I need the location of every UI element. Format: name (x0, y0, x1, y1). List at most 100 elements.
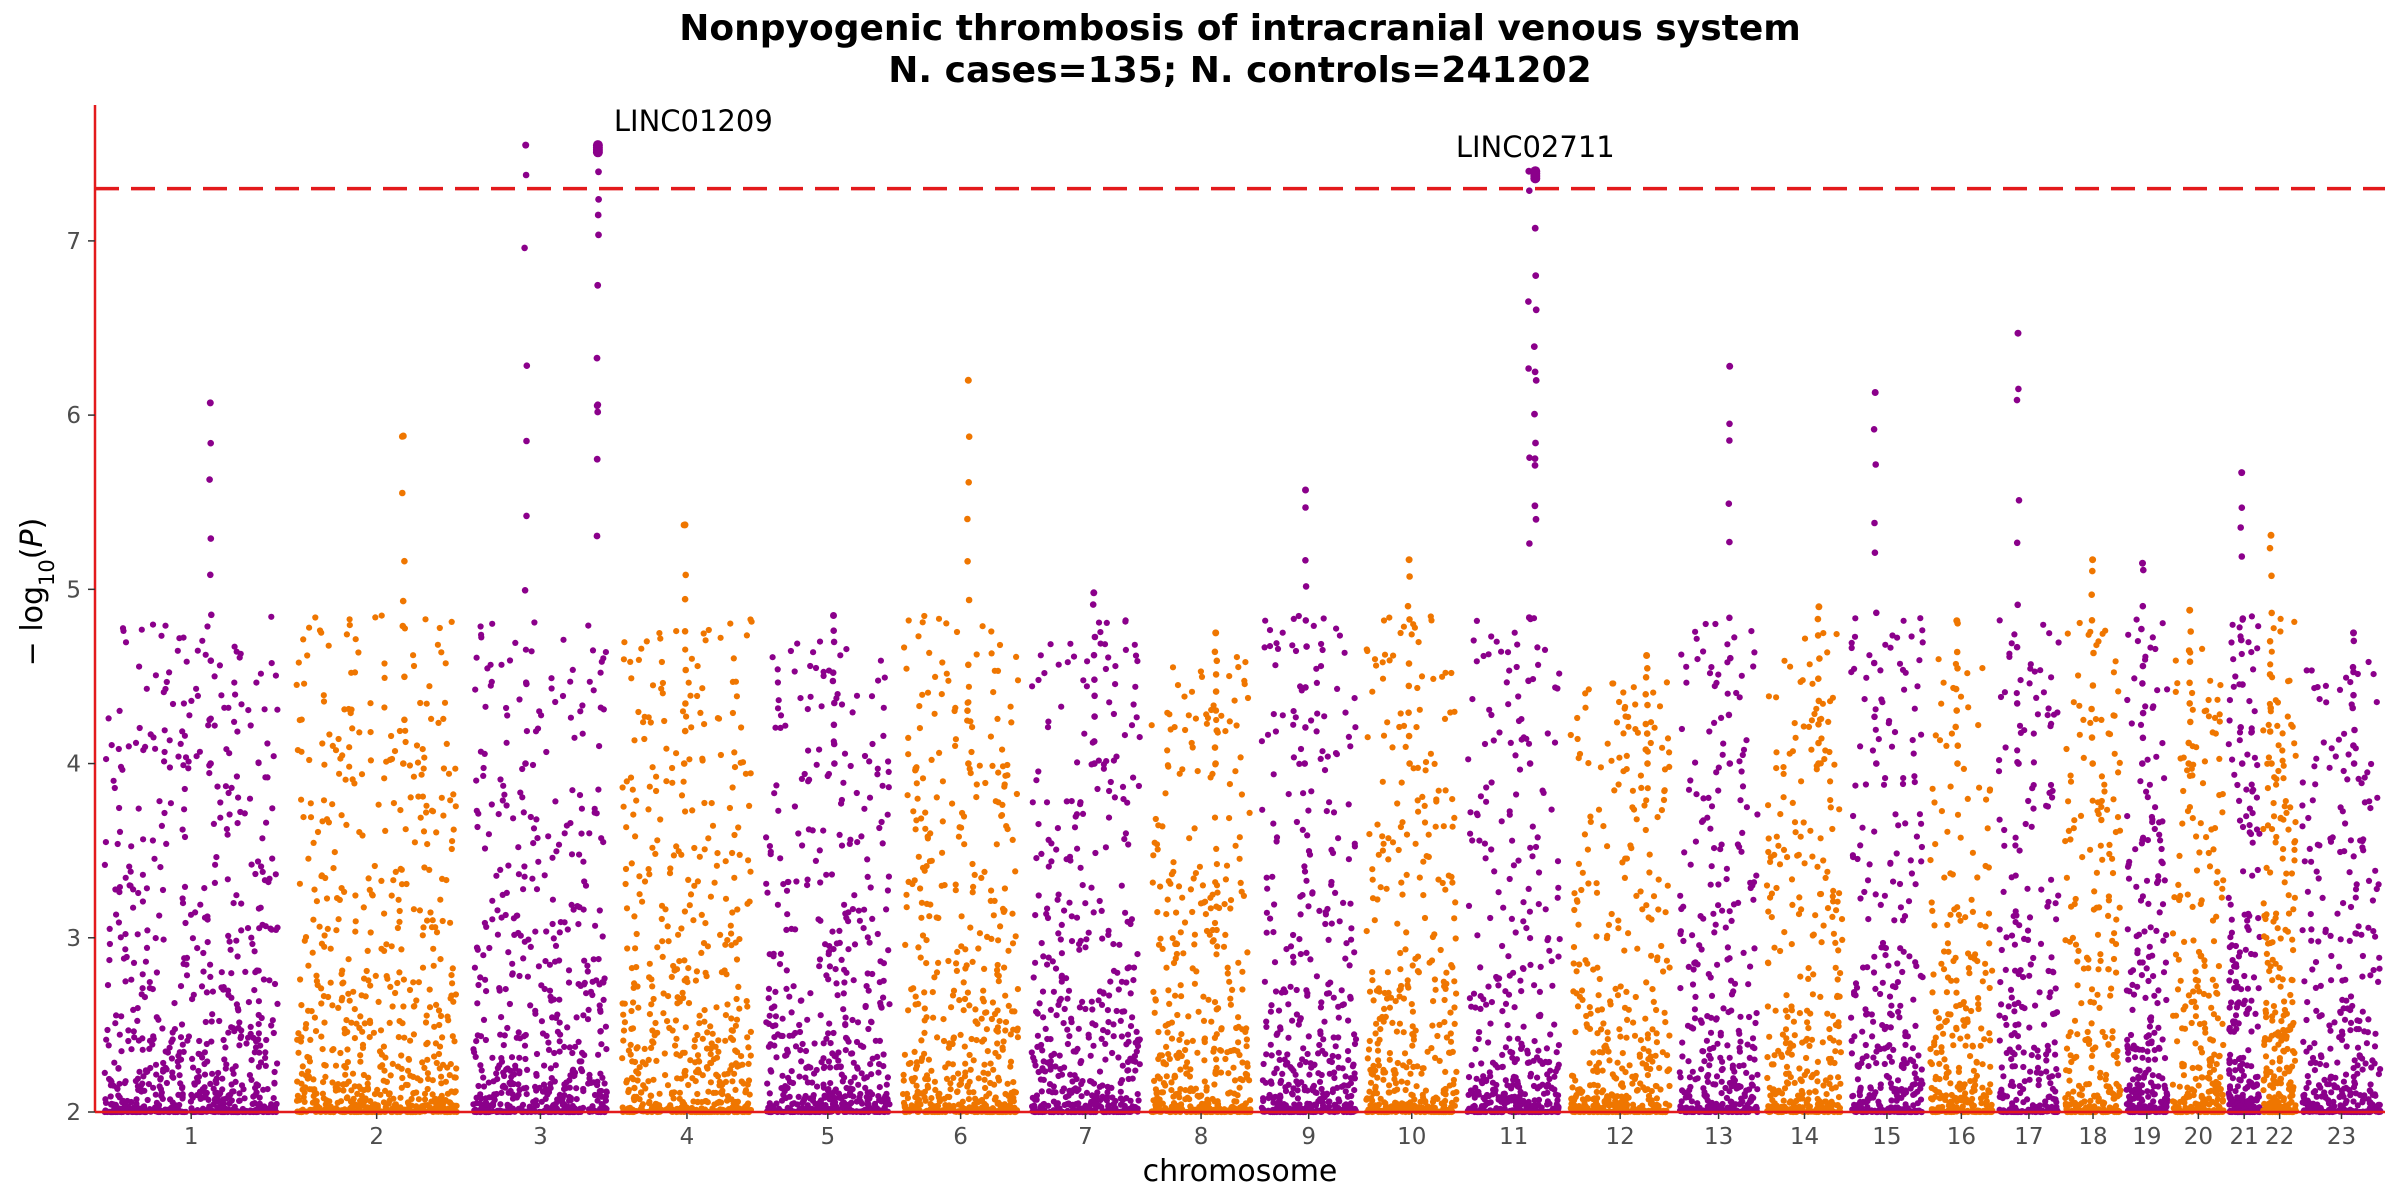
snp-point (1202, 911, 1209, 918)
snp-point (493, 1070, 500, 1077)
snp-point (816, 638, 824, 645)
snp-point (146, 1045, 153, 1052)
snp-point (1080, 677, 1087, 684)
snp-point (1040, 1058, 1047, 1065)
snp-point (1098, 907, 1105, 915)
snp-point (139, 871, 146, 878)
snp-point (1058, 972, 1065, 979)
snp-point (254, 1082, 262, 1089)
snp-point (450, 791, 457, 798)
snp-point (586, 678, 593, 685)
snp-point (245, 707, 252, 714)
snp-point (533, 886, 541, 893)
snp-point (501, 1032, 508, 1039)
snp-point (305, 1007, 312, 1014)
snp-point (1102, 665, 1109, 673)
snp-point (1109, 1049, 1116, 1057)
snp-point (169, 1069, 176, 1076)
snp-point (842, 1021, 849, 1028)
snp-point (846, 840, 853, 848)
snp-point (189, 935, 196, 942)
snp-point (1297, 1061, 1304, 1068)
snp-point (431, 1053, 438, 1060)
snp-point (209, 1070, 216, 1077)
snp-point (519, 794, 526, 801)
snp-point (724, 1001, 731, 1008)
snp-point (1073, 914, 1081, 921)
snp-point (988, 887, 995, 894)
snp-point (478, 631, 485, 638)
snp-point (799, 842, 806, 849)
snp-point (597, 704, 604, 711)
snp-point (322, 1062, 329, 1069)
snp-point (843, 914, 850, 922)
snp-point (994, 715, 1001, 723)
snp-point (1211, 648, 1219, 656)
snp-point (811, 1040, 818, 1047)
snp-point (856, 917, 864, 924)
snp-point (270, 1095, 277, 1102)
snp-point (939, 778, 947, 785)
snp-point (552, 798, 559, 805)
snp-point (217, 814, 224, 821)
snp-point (481, 845, 489, 852)
snp-point (726, 804, 734, 812)
snp-point (658, 915, 665, 923)
snp-point (639, 1059, 646, 1066)
snp-point (350, 988, 357, 995)
snp-point (427, 1104, 434, 1111)
snp-point (1335, 1053, 1342, 1060)
snp-point (263, 819, 270, 826)
snp-point (913, 780, 920, 787)
snp-point (774, 679, 782, 686)
snp-point (1292, 714, 1299, 721)
snp-point (481, 750, 488, 758)
snp-point (1068, 798, 1075, 805)
snp-point (1123, 1041, 1130, 1048)
snp-point (1297, 745, 1305, 753)
snp-point (913, 1059, 921, 1066)
snp-point (324, 925, 331, 933)
snp-point (635, 1004, 642, 1011)
snp-point (349, 1070, 357, 1077)
snp-point (567, 714, 575, 721)
snp-point (747, 1028, 755, 1035)
snp-point (923, 900, 931, 908)
snp-point (994, 1040, 1001, 1047)
snp-point (829, 677, 837, 685)
snp-point (724, 1093, 732, 1100)
snp-point (1197, 668, 1204, 675)
snp-point (473, 654, 480, 661)
snp-point (1209, 891, 1216, 898)
snp-point (533, 1050, 541, 1058)
snp-point (939, 818, 946, 825)
snp-point (1105, 1019, 1112, 1026)
snp-point (1212, 671, 1220, 678)
snp-point (1061, 907, 1068, 914)
snp-point (885, 758, 892, 765)
snp-point (822, 941, 829, 948)
snp-point (783, 985, 790, 993)
snp-point (732, 939, 739, 946)
snp-point (1041, 670, 1048, 677)
snp-point (1064, 659, 1071, 666)
snp-point (327, 979, 334, 986)
snp-point (1199, 882, 1206, 889)
snp-point (182, 919, 189, 927)
snp-point (978, 1015, 985, 1022)
snp-point (988, 650, 995, 657)
snp-point (576, 851, 583, 858)
snp-point (400, 1003, 407, 1010)
snp-point (311, 1086, 318, 1093)
snp-point (622, 865, 630, 873)
snp-point (504, 1101, 511, 1108)
snp-point (1004, 772, 1011, 779)
snp-point (181, 732, 188, 739)
snp-point (566, 1105, 573, 1112)
snp-point (1293, 986, 1300, 994)
snp-point (255, 1036, 262, 1043)
snp-point (218, 692, 225, 699)
snp-point (381, 1067, 388, 1074)
snp-point (116, 1080, 123, 1087)
snp-point (319, 740, 326, 747)
